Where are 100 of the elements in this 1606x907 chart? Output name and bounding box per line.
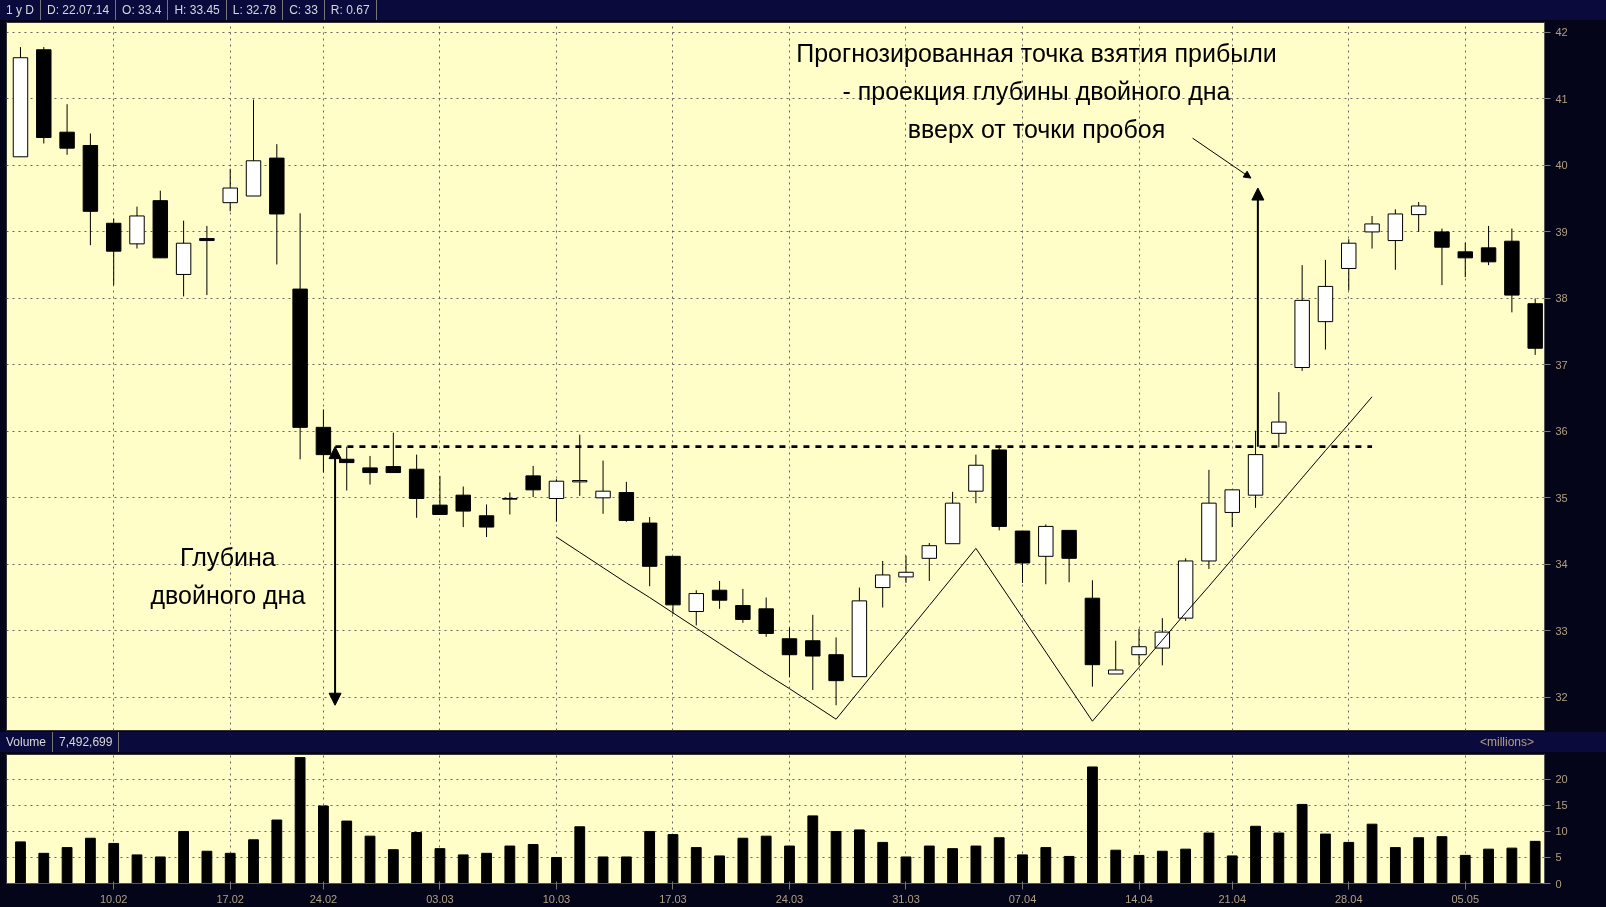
text: H: 33.45 [168, 0, 227, 22]
bar [504, 845, 516, 884]
bar [1250, 825, 1261, 884]
candlestick [805, 614, 821, 691]
bar [1087, 766, 1098, 884]
candlestick [362, 455, 378, 486]
candlestick [1224, 489, 1240, 528]
bar [1459, 854, 1471, 884]
bar [1296, 803, 1308, 884]
x-tick-label: 03.03 [426, 892, 454, 905]
bar [551, 856, 562, 884]
candlestick [711, 580, 728, 610]
candlestick [548, 478, 565, 523]
bar [1203, 832, 1215, 884]
bar [154, 856, 166, 884]
bar [970, 845, 982, 884]
bar [248, 839, 259, 884]
candlestick [432, 475, 448, 515]
bar [597, 856, 609, 884]
bar [574, 826, 586, 884]
annotation: Глубина двойного дна [150, 543, 306, 609]
candlestick [502, 492, 518, 515]
bar [224, 852, 236, 884]
bar [318, 805, 329, 884]
bar [784, 845, 795, 884]
bar [993, 837, 1005, 884]
x-tick-label: 24.03 [775, 892, 804, 905]
text: 1 y D [0, 0, 42, 22]
candlestick [595, 460, 611, 515]
candlestick [525, 465, 541, 498]
y-axis-title: <millions> [1479, 734, 1534, 751]
candlestick [898, 555, 914, 584]
text: L: 32.78 [226, 0, 284, 22]
y-tick-label: 34 [1555, 558, 1568, 571]
x-tick-label: 17.03 [659, 892, 687, 905]
text: C: 33 [283, 0, 325, 22]
y-tick-label: 5 [1555, 851, 1562, 864]
bar [620, 856, 632, 884]
bar [434, 848, 446, 884]
y-tick-label: 32 [1555, 691, 1568, 704]
bar [644, 830, 656, 884]
bar [1389, 847, 1401, 884]
bar [38, 852, 50, 884]
candlestick [921, 542, 938, 582]
x-tick-label: 17.02 [216, 892, 244, 905]
y-tick-label: 0 [1555, 877, 1562, 890]
bar [108, 842, 120, 884]
bar [1180, 848, 1192, 884]
bar [1366, 823, 1378, 884]
x-tick-label: 14.04 [1125, 892, 1153, 905]
bar [667, 834, 679, 884]
bar [1040, 847, 1052, 884]
x-tick-label: 21.04 [1218, 892, 1247, 905]
text: Volume [0, 732, 54, 754]
bar [527, 843, 539, 884]
bar [1063, 855, 1075, 884]
bar [830, 830, 842, 884]
bar [877, 841, 889, 884]
text: O: 33.4 [116, 0, 169, 22]
bar [271, 819, 283, 884]
bar [131, 854, 143, 884]
y-tick-label: 42 [1555, 26, 1568, 39]
bar [1343, 841, 1355, 884]
bar [1413, 837, 1425, 884]
bar [341, 820, 353, 884]
candlestick [1410, 201, 1427, 233]
candlestick [1131, 628, 1147, 666]
candlestick [1480, 225, 1497, 266]
candlestick [1154, 617, 1171, 666]
bar [481, 852, 492, 884]
annotation: Прогнозированная точка взятия прибыли - проекция глубины двойного дна вверх от точки пробоя [796, 39, 1277, 143]
y-tick-label: 10 [1555, 825, 1568, 838]
x-tick-label: 10.03 [542, 892, 571, 905]
candlestick [735, 588, 751, 624]
bar [1133, 854, 1145, 884]
bar [1017, 854, 1028, 884]
candlestick [1457, 242, 1473, 278]
x-tick-label: 24.02 [309, 892, 338, 905]
y-tick-label: 37 [1555, 358, 1568, 371]
y-tick-label: 38 [1555, 292, 1568, 305]
x-tick-label: 31.03 [892, 892, 920, 905]
bar [1436, 836, 1448, 884]
x-tick-label: 05.05 [1451, 892, 1480, 905]
y-tick-label: 33 [1555, 624, 1568, 637]
candlestick [874, 560, 891, 609]
y-tick-label: 39 [1555, 225, 1568, 238]
y-tick-label: 40 [1555, 159, 1568, 172]
candlestick [199, 225, 215, 296]
bar [760, 835, 772, 884]
bar [364, 835, 376, 884]
candlestick [222, 168, 238, 212]
candlestick [1364, 215, 1380, 250]
bar [1483, 848, 1494, 884]
bar [923, 845, 935, 884]
y-tick-label: 35 [1555, 491, 1568, 504]
bar [1273, 832, 1285, 884]
bar [1156, 850, 1168, 884]
bar [178, 830, 189, 884]
bar [714, 855, 725, 884]
candlestick [59, 103, 75, 156]
